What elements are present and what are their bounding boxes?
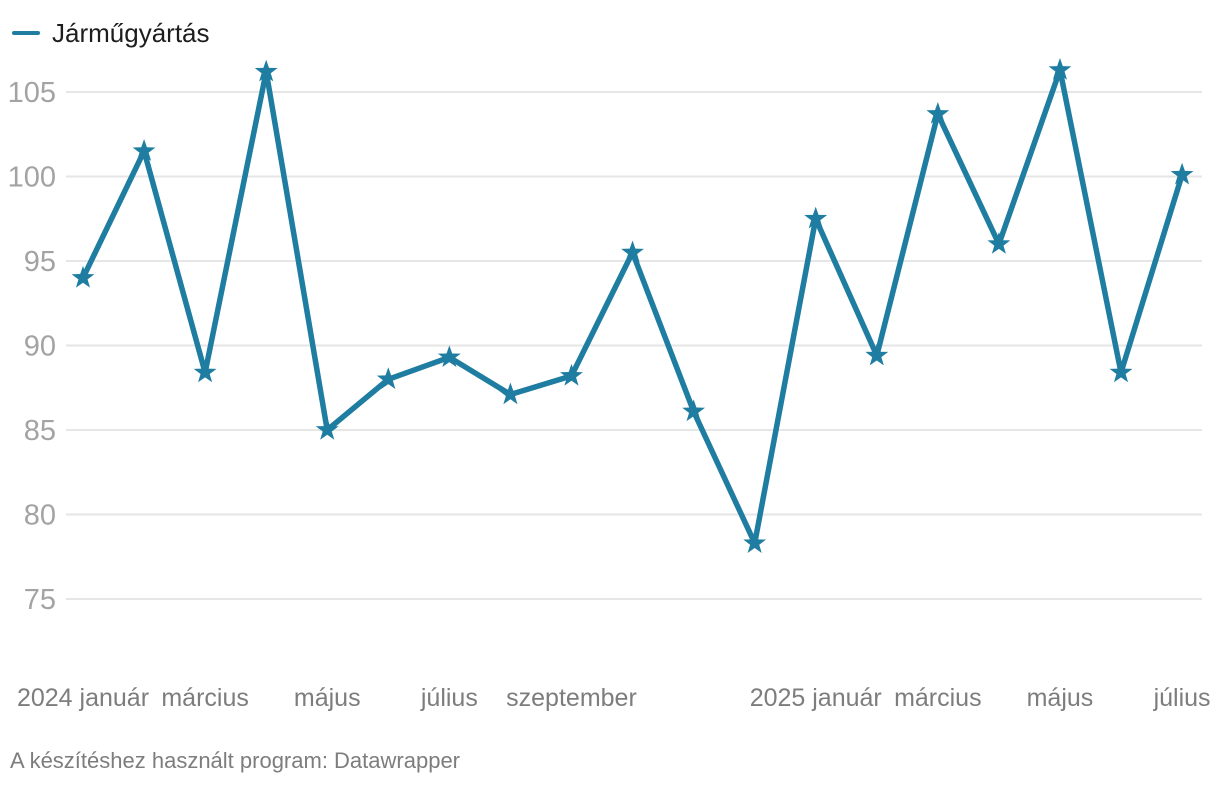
star-marker — [71, 265, 95, 288]
data-point-markers — [71, 58, 1194, 553]
star-marker — [376, 367, 400, 390]
y-axis-labels: 105 100 95 90 85 80 75 — [8, 77, 56, 616]
legend-line-swatch — [12, 31, 40, 35]
star-marker — [193, 360, 217, 383]
y-tick-label: 75 — [24, 584, 56, 616]
legend-series-label: Járműgyártás — [52, 18, 210, 48]
x-tick-label: március — [161, 684, 249, 712]
star-marker — [1109, 360, 1133, 383]
x-tick-label: 2024 január — [17, 684, 149, 712]
star-marker — [804, 206, 828, 229]
series-path — [80, 67, 1185, 546]
star-marker — [437, 345, 461, 368]
star-marker — [499, 382, 522, 405]
x-tick-label: július — [1153, 684, 1211, 712]
y-tick-label: 85 — [24, 415, 56, 447]
y-tick-label: 100 — [8, 162, 56, 194]
x-tick-label: május — [1027, 684, 1094, 712]
star-marker — [682, 399, 706, 422]
star-marker — [743, 531, 767, 553]
star-marker — [560, 363, 583, 386]
star-marker — [132, 139, 156, 161]
star-marker — [1170, 162, 1194, 185]
y-tick-label: 95 — [24, 246, 56, 278]
line-chart: 105 100 95 90 85 80 75 2024 január március május… — [8, 58, 1211, 712]
series-line — [80, 67, 1185, 546]
y-tick-label: 90 — [24, 331, 56, 363]
x-tick-label: 2025 január — [750, 684, 882, 712]
x-tick-label: szeptember — [506, 684, 637, 712]
star-marker — [926, 101, 950, 124]
star-marker — [987, 232, 1011, 254]
star-marker — [865, 343, 889, 366]
star-marker — [315, 418, 339, 440]
y-gridlines — [66, 91, 1202, 600]
star-marker — [254, 59, 278, 82]
y-tick-label: 80 — [24, 500, 56, 532]
y-tick-label: 105 — [8, 77, 56, 109]
footer-credit: A készítéshez használt program: Datawrap… — [10, 748, 461, 773]
star-marker — [1048, 58, 1072, 80]
x-tick-label: május — [294, 684, 361, 712]
star-marker — [621, 240, 644, 263]
x-tick-label: március — [894, 684, 982, 712]
x-tick-label: július — [420, 684, 478, 712]
x-axis-labels: 2024 január március május július szeptember 2… — [17, 684, 1211, 712]
chart-legend: Járműgyártás — [12, 18, 210, 48]
